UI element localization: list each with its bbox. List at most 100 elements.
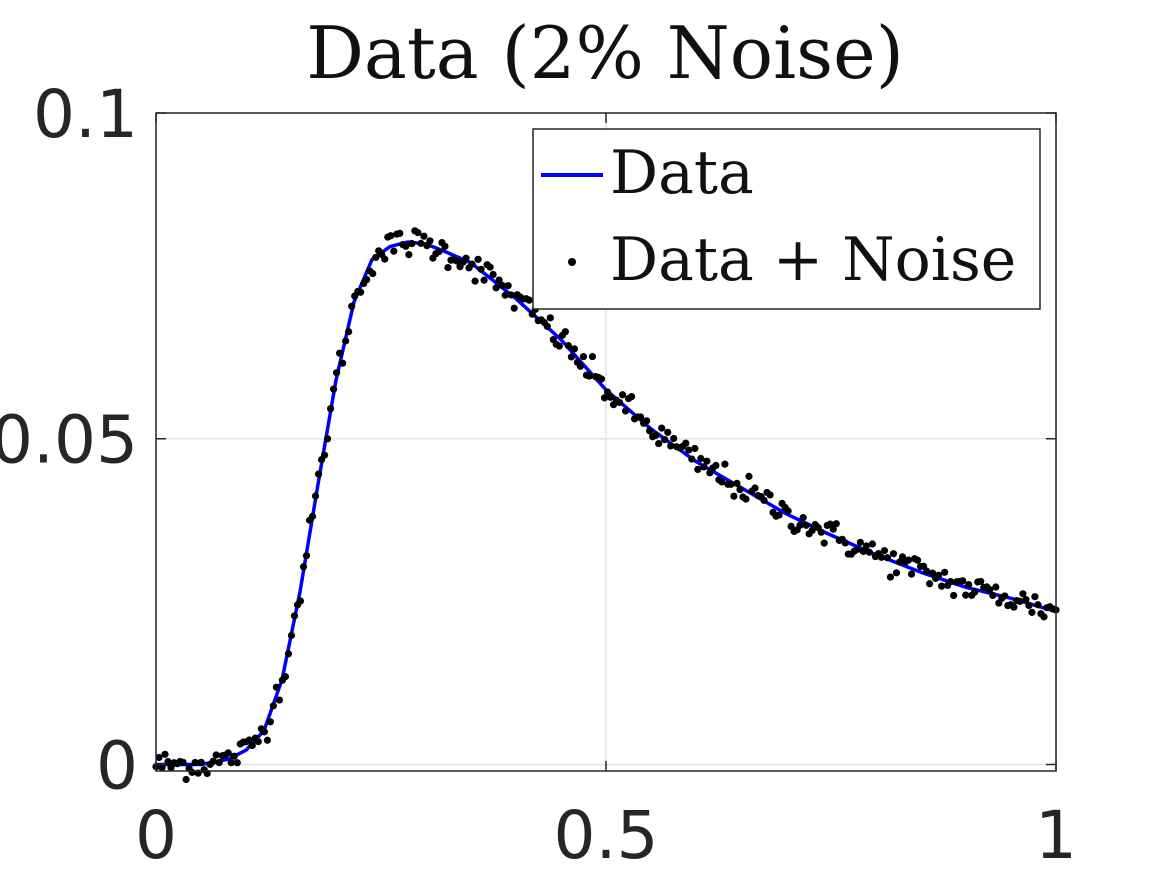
noise-point bbox=[799, 514, 807, 522]
legend-dot-swatch bbox=[568, 258, 576, 266]
noise-point bbox=[1028, 608, 1036, 616]
noise-point bbox=[302, 552, 311, 560]
noise-point bbox=[561, 328, 569, 336]
noise-point bbox=[841, 539, 849, 547]
noise-point bbox=[853, 545, 861, 554]
y-tick-label-0: 0 bbox=[96, 727, 138, 804]
noise-point bbox=[938, 582, 946, 590]
noise-point bbox=[215, 759, 223, 767]
noise-point bbox=[546, 314, 554, 322]
noise-point bbox=[718, 478, 726, 486]
noise-point bbox=[859, 547, 867, 556]
noise-point bbox=[191, 758, 199, 767]
noise-point bbox=[212, 751, 220, 759]
noise-point bbox=[245, 736, 253, 744]
noise-point bbox=[865, 548, 873, 556]
y-tick-label-2: 0.1 bbox=[33, 76, 138, 153]
noise-point bbox=[688, 455, 696, 463]
noise-point bbox=[808, 526, 816, 535]
noise-point bbox=[372, 253, 380, 262]
noise-point bbox=[435, 248, 443, 256]
noise-point bbox=[489, 270, 497, 279]
noise-point bbox=[880, 547, 889, 555]
noise-point bbox=[817, 528, 825, 536]
noise-point bbox=[471, 277, 479, 285]
noise-point bbox=[959, 577, 967, 585]
noise-point bbox=[971, 588, 979, 596]
noise-point bbox=[363, 275, 371, 284]
noise-point bbox=[1022, 596, 1030, 604]
legend-noise-label: Data + Noise bbox=[610, 225, 1016, 295]
noise-point bbox=[408, 239, 416, 248]
noise-point bbox=[287, 631, 296, 640]
noise-point bbox=[889, 550, 898, 558]
noise-point bbox=[627, 393, 636, 401]
noise-point bbox=[989, 591, 997, 600]
noise-point bbox=[658, 424, 666, 432]
noise-point bbox=[179, 758, 187, 766]
noise-point bbox=[947, 577, 955, 586]
noise-point bbox=[775, 511, 783, 519]
noise-point bbox=[856, 538, 864, 546]
noise-point bbox=[652, 431, 660, 440]
noise-point bbox=[263, 736, 271, 744]
noise-point bbox=[694, 465, 702, 473]
noise-point bbox=[868, 540, 876, 548]
noise-point bbox=[326, 405, 335, 413]
noise-point bbox=[230, 752, 238, 760]
y-tick-label-1: 0.05 bbox=[0, 402, 138, 479]
noise-point bbox=[209, 757, 217, 765]
noise-point bbox=[501, 291, 509, 299]
noise-point bbox=[462, 254, 470, 262]
noise-point bbox=[381, 255, 389, 263]
noise-point bbox=[227, 759, 235, 767]
noise-point bbox=[254, 737, 262, 746]
noise-point bbox=[348, 302, 356, 310]
noise-point bbox=[928, 569, 937, 577]
noise-point bbox=[745, 472, 753, 480]
noise-point bbox=[158, 763, 166, 772]
noise-point bbox=[579, 352, 588, 361]
noise-point bbox=[299, 563, 308, 571]
noise-point bbox=[504, 282, 512, 290]
noise-point bbox=[248, 741, 256, 750]
noise-point bbox=[862, 542, 870, 550]
noise-point bbox=[667, 442, 675, 450]
noise-point bbox=[766, 491, 774, 499]
noise-point bbox=[962, 591, 970, 599]
noise-point bbox=[1001, 592, 1009, 600]
legend: Data Data + Noise bbox=[532, 128, 1041, 310]
noise-point bbox=[892, 569, 901, 577]
noise-point bbox=[272, 683, 280, 691]
noise-point bbox=[965, 580, 973, 589]
noise-point bbox=[585, 372, 594, 380]
noise-point bbox=[266, 718, 274, 726]
noise-point bbox=[320, 451, 329, 459]
noise-point bbox=[907, 570, 916, 578]
noise-point bbox=[1025, 601, 1033, 610]
noise-point bbox=[477, 265, 485, 273]
noise-point bbox=[224, 749, 232, 757]
noise-point bbox=[784, 507, 792, 515]
noise-point bbox=[922, 567, 931, 575]
noise-point bbox=[182, 775, 190, 784]
noise-point bbox=[576, 362, 585, 370]
chart-title: Data (2% Noise) bbox=[306, 11, 904, 95]
noise-point bbox=[284, 650, 293, 658]
noise-point bbox=[697, 454, 705, 463]
noise-point bbox=[396, 229, 404, 237]
noise-point bbox=[486, 263, 494, 271]
noise-point bbox=[655, 439, 663, 448]
noise-point bbox=[760, 496, 768, 504]
noise-point bbox=[260, 728, 268, 736]
noise-point bbox=[796, 521, 804, 529]
noise-point bbox=[510, 304, 518, 312]
noise-point bbox=[685, 446, 693, 454]
noise-point bbox=[543, 322, 551, 331]
noise-point bbox=[314, 470, 323, 478]
noise-point bbox=[832, 520, 840, 528]
noise-point bbox=[992, 583, 1000, 591]
noise-point bbox=[155, 753, 163, 762]
noise-point bbox=[468, 260, 476, 268]
